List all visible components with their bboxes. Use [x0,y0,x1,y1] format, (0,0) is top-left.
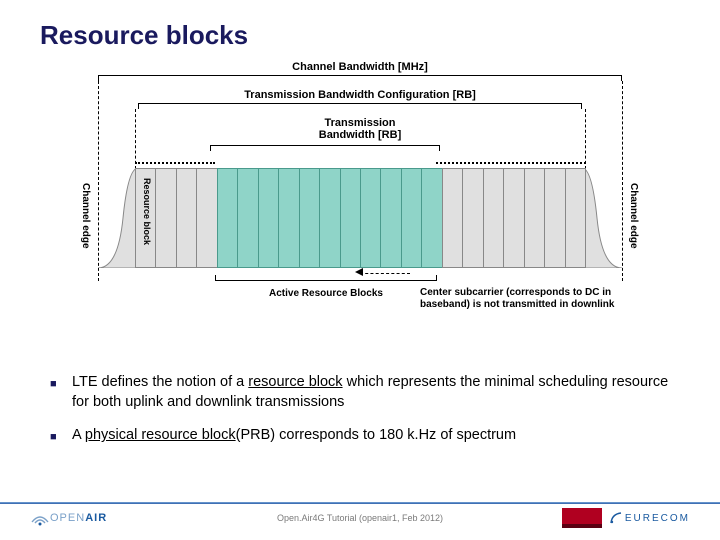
page-title: Resource blocks [40,20,680,51]
bullet-pre: A [72,427,85,443]
bracket-tx-bw-config [138,103,582,109]
resource-block [217,168,238,268]
center-arrow-head [355,268,363,276]
resource-block [360,168,381,268]
resource-block [565,168,586,268]
resource-block [503,168,524,268]
resource-blocks-row [135,168,585,268]
resource-block [401,168,422,268]
rolloff-right [582,168,622,268]
center-arrow-dash [360,273,410,274]
footer-divider [0,502,720,504]
eurecom-logo: EURECOM [610,512,690,524]
bullet-text: LTE defines the notion of a resource blo… [72,373,670,412]
bullet-underline: resource block [248,374,342,390]
bullet-pre: LTE defines the notion of a [72,374,248,390]
label-tx-bw: Transmission Bandwidth [RB] [80,117,640,141]
resource-block [442,168,463,268]
footer: OPENAIR Open.Air4G Tutorial (openair1, F… [0,506,720,530]
telecom-logo [562,508,602,528]
bullet-item: ■ LTE defines the notion of a resource b… [50,373,670,412]
dash-right-edge [622,81,623,281]
resource-block [421,168,442,268]
eurecom-text: EURECOM [625,513,690,524]
right-logos: EURECOM [562,508,690,528]
label-tx-bw-config: Transmission Bandwidth Configuration [RB… [80,89,640,101]
resource-block [483,168,504,268]
resource-block [524,168,545,268]
resource-block [544,168,565,268]
bullet-marker-icon: ■ [50,377,62,412]
resource-block [155,168,176,268]
resource-block [462,168,483,268]
resource-block [340,168,361,268]
dotted-left [135,162,215,164]
bullet-list: ■ LTE defines the notion of a resource b… [40,373,680,446]
dash-cfg-left [135,109,136,169]
bullet-marker-icon: ■ [50,430,62,446]
bullet-underline: physical resource block [85,427,236,443]
bullet-post: (PRB) corresponds to 180 k.Hz of spectru… [236,427,516,443]
bracket-active-rb [215,275,437,281]
resource-block [319,168,340,268]
resource-block [176,168,197,268]
dotted-right [436,162,586,164]
bullet-text: A physical resource block(PRB) correspon… [72,426,516,446]
resource-block [278,168,299,268]
bandwidth-diagram: Channel Bandwidth [MHz] Transmission Ban… [80,63,640,353]
resource-block [196,168,217,268]
label-channel-bw: Channel Bandwidth [MHz] [80,61,640,73]
label-active-rb: Active Resource Blocks [215,288,437,299]
resource-block [237,168,258,268]
resource-block [299,168,320,268]
label-resource-block: Resource block [142,178,152,245]
label-channel-edge-left: Channel edge [80,183,91,249]
rolloff-left [98,168,138,268]
slide: Resource blocks Channel Bandwidth [MHz] … [0,0,720,540]
dash-cfg-right [585,109,586,169]
resource-block [380,168,401,268]
label-center-subcarrier: Center subcarrier (corresponds to DC in … [420,287,650,311]
bullet-item: ■ A physical resource block(PRB) corresp… [50,426,670,446]
label-channel-edge-right: Channel edge [628,183,639,249]
resource-block [258,168,279,268]
bracket-tx-bw [210,145,440,151]
bracket-channel-bw [98,75,622,81]
eurecom-icon [610,512,622,524]
